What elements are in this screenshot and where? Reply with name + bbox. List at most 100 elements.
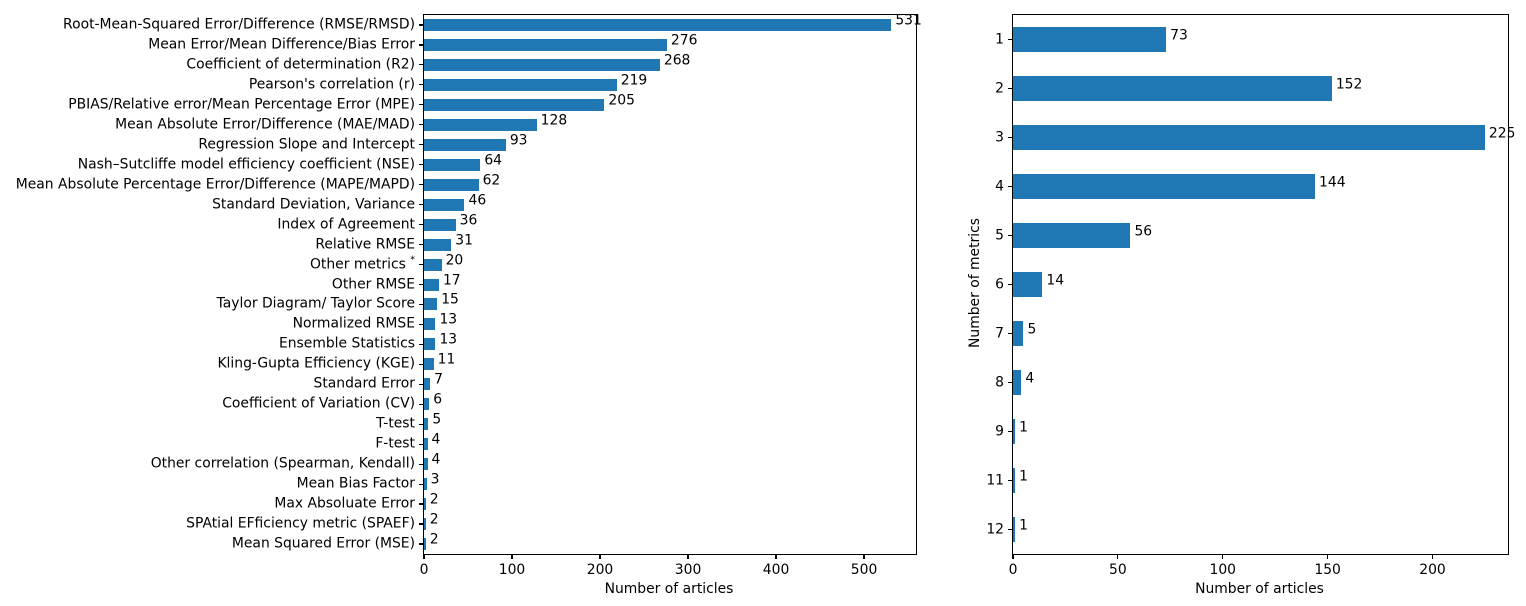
x-tick-mark [687, 555, 689, 559]
y-tick-label: Taylor Diagram/ Taylor Score [216, 295, 415, 312]
bar [424, 178, 479, 191]
y-tick-label: 5 [995, 226, 1004, 243]
bar [1013, 419, 1016, 444]
y-tick-label: Max Absoluate Error [274, 495, 415, 512]
y-tick-mark [419, 184, 423, 186]
bar [424, 158, 481, 171]
bar-value-label: 4 [1025, 369, 1035, 386]
bar-value-label: 73 [1170, 26, 1188, 43]
bar [424, 478, 427, 491]
bar-value-label: 276 [670, 32, 698, 49]
y-tick-label: Other correlation (Spearman, Kendall) [150, 455, 415, 472]
y-tick-label: Other metrics * [310, 254, 415, 272]
bar-value-label: 1 [1019, 418, 1028, 435]
bar [424, 278, 439, 291]
x-tick-label: 100 [498, 562, 526, 578]
x-tick-label: 0 [419, 562, 429, 578]
bar [424, 298, 438, 311]
y-tick-mark [1008, 234, 1012, 237]
y-tick-label: F-test [375, 435, 415, 452]
bar-value-label: 5 [432, 411, 442, 428]
bar [1013, 76, 1332, 101]
right-chart-y-axis-label: Number of metrics [967, 218, 983, 349]
y-tick-label: Root-Mean-Squared Error/Difference (RMSE… [63, 16, 415, 33]
y-tick-label: 7 [995, 324, 1004, 341]
x-tick-label: 200 [1419, 562, 1446, 578]
bar [1013, 223, 1131, 248]
bar-value-label: 2 [429, 531, 439, 548]
x-tick-label: 50 [1109, 562, 1127, 578]
x-tick-label: 150 [1314, 562, 1341, 578]
y-tick-label: Kling-Gupta Efficiency (KGE) [217, 355, 415, 372]
x-tick-label: 400 [762, 562, 790, 578]
bar-value-label: 13 [439, 331, 458, 348]
x-tick-mark [775, 555, 777, 559]
bar-value-label: 5 [1027, 320, 1037, 337]
bar [1013, 321, 1024, 346]
bar [1013, 370, 1022, 395]
x-tick-label: 300 [674, 562, 702, 578]
bar [424, 378, 431, 391]
y-tick-label: 1 [995, 30, 1004, 47]
bar-value-label: 152 [1335, 75, 1363, 92]
bar-value-label: 2 [429, 511, 439, 528]
y-tick-mark [419, 383, 423, 385]
bar [1013, 272, 1043, 297]
bar [424, 438, 428, 451]
x-tick-mark [599, 555, 601, 559]
y-tick-mark [1008, 430, 1012, 433]
bar-value-label: 31 [455, 231, 473, 248]
bar-value-label: 20 [445, 251, 464, 268]
y-tick-mark [1008, 528, 1012, 531]
bar [424, 98, 605, 111]
y-tick-mark [419, 483, 423, 485]
bar-value-label: 93 [509, 132, 528, 149]
bar-value-label: 144 [1319, 173, 1346, 190]
y-tick-label: Mean Absolute Percentage Error/Differenc… [15, 176, 415, 193]
bar-value-label: 531 [895, 12, 922, 29]
bar [424, 358, 434, 371]
bar [424, 458, 428, 471]
bar-value-label: 225 [1488, 124, 1516, 141]
y-tick-mark [419, 443, 423, 445]
superscript-asterisk: * [410, 254, 415, 266]
y-tick-label: 3 [995, 128, 1004, 145]
evaluation-metrics-chart: 531 Root-Mean-Squared Error/Difference (R… [16, 13, 922, 578]
y-tick-mark [419, 164, 423, 166]
left-chart-x-axis-label: Number of articles [604, 581, 734, 597]
y-tick-mark [419, 283, 423, 286]
bar-value-label: 15 [441, 291, 459, 308]
y-tick-mark [1008, 185, 1012, 188]
y-tick-mark [1008, 332, 1012, 335]
y-tick-mark [419, 523, 423, 525]
y-tick-mark [419, 503, 423, 505]
bar [424, 318, 436, 331]
y-tick-label: SPAtial EFficiency metric (SPAEF) [186, 515, 415, 532]
y-tick-mark [419, 24, 423, 26]
y-tick-mark [1008, 136, 1012, 139]
x-tick-mark [1222, 555, 1224, 559]
bar [1013, 27, 1167, 52]
bar-value-label: 62 [482, 172, 501, 189]
y-tick-mark [419, 204, 423, 206]
x-tick-mark [1431, 555, 1434, 559]
y-tick-mark [419, 323, 423, 325]
y-tick-label: Index of Agreement [277, 215, 415, 232]
y-tick-mark [419, 144, 423, 146]
y-tick-label: 9 [995, 422, 1004, 439]
y-tick-mark [419, 243, 423, 246]
bar [424, 138, 506, 151]
y-tick-label: Ensemble Statistics [278, 335, 415, 352]
right-chart-x-axis-label: Number of articles [1195, 581, 1324, 597]
y-tick-mark [419, 84, 423, 86]
bar [424, 58, 660, 71]
y-tick-label: Normalized RMSE [292, 315, 415, 332]
bar-value-label: 268 [663, 52, 691, 69]
y-tick-mark [419, 423, 423, 425]
y-tick-label: Mean Bias Factor [296, 475, 415, 492]
y-tick-mark [1008, 283, 1012, 286]
y-tick-label: Standard Error [313, 375, 415, 392]
y-tick-label: Mean Absolute Error/Difference (MAE/MAD) [115, 116, 415, 133]
bar [424, 38, 667, 51]
bar [424, 78, 617, 91]
